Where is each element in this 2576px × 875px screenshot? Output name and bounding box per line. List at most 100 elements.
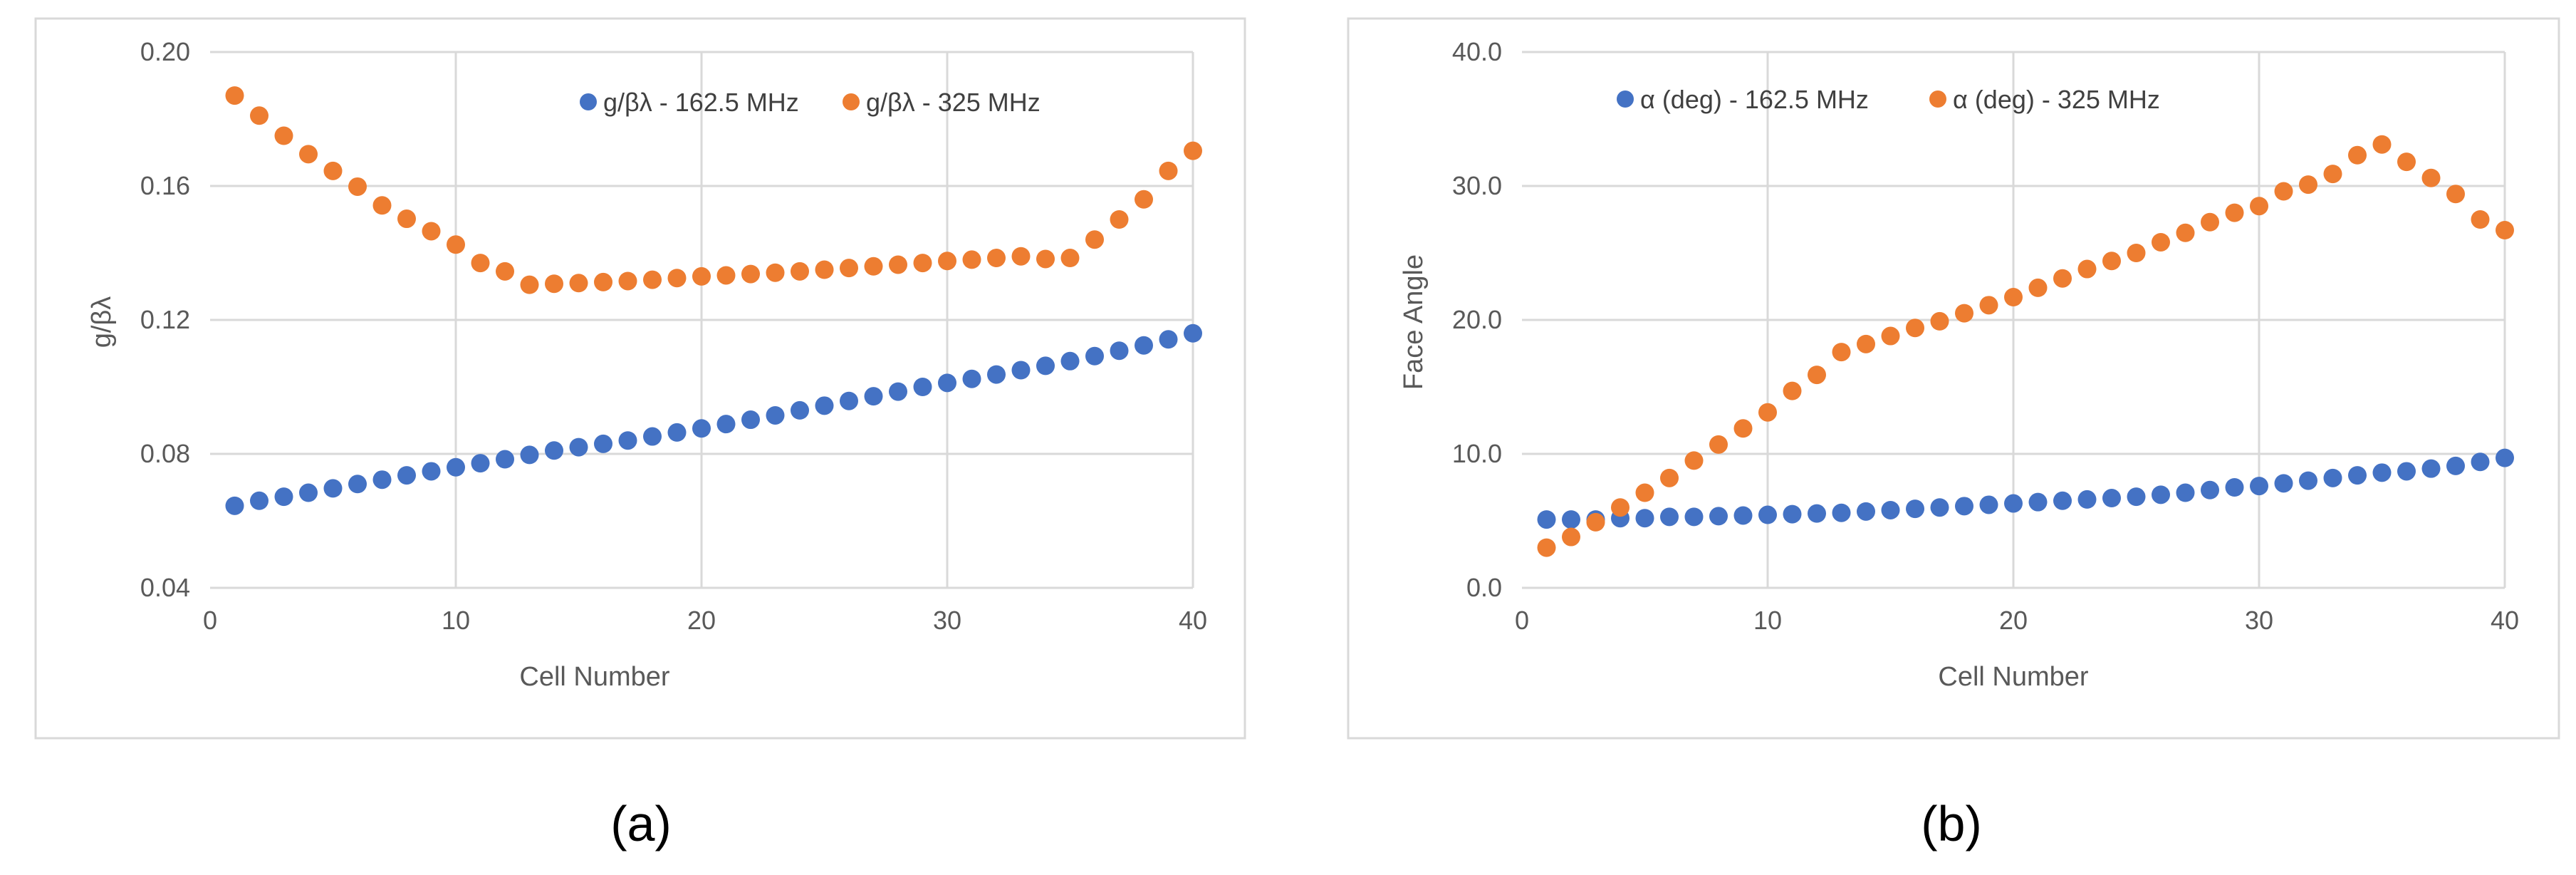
chart-a-point — [815, 396, 834, 415]
chart-a-y-tick-labels: 0.04 0.08 0.12 0.16 0.20 — [140, 37, 190, 602]
chart-b-x-tick-label: 0 — [1515, 606, 1529, 635]
chart-b-point — [1808, 504, 1826, 523]
chart-b-point — [2176, 483, 2195, 502]
chart-a-point — [520, 275, 539, 294]
chart-a-point — [1135, 190, 1153, 209]
chart-a-point — [323, 161, 343, 180]
chart-b-point — [2299, 175, 2317, 195]
chart-b-point — [2372, 135, 2392, 154]
chart-a-point — [471, 254, 490, 273]
chart-a-point — [692, 419, 711, 438]
chart-b-x-tick-label: 40 — [2491, 606, 2519, 635]
chart-b-point — [2053, 491, 2072, 510]
chart-a-point — [520, 445, 539, 465]
chart-b-point — [1537, 538, 1556, 557]
panel-a-caption: (a) — [610, 796, 672, 851]
chart-a-point — [962, 250, 981, 269]
chart-b-point — [2250, 477, 2268, 496]
chart-b-point — [1881, 326, 1900, 346]
chart-a-legend-marker-325 — [843, 93, 860, 110]
chart-b-point — [1684, 507, 1704, 527]
chart-a-point — [569, 274, 588, 293]
chart-b-point — [2421, 168, 2441, 187]
chart-panel-b: 0.0 10.0 20.0 30.0 40.0 0 10 20 30 40 Cell Numbe… — [1347, 17, 2560, 740]
chart-b-point — [2176, 223, 2195, 242]
chart-a-point — [618, 271, 637, 291]
chart-b-point — [1758, 505, 1777, 524]
chart-a-x-tick-label: 30 — [933, 606, 961, 635]
chart-b-y-tick-label: 10.0 — [1452, 439, 1502, 468]
chart-a-point — [667, 269, 687, 288]
chart-b-point — [1930, 311, 1949, 331]
chart-b-point — [2077, 259, 2097, 279]
chart-b-point — [2446, 185, 2465, 204]
chart-a-x-tick-labels: 0 10 20 30 40 — [203, 606, 1207, 635]
chart-b-gridlines — [1522, 51, 2506, 589]
chart-b-point — [1881, 500, 1900, 519]
chart-a-point — [791, 400, 809, 420]
chart-b-point — [1562, 510, 1580, 529]
chart-b-point — [2053, 269, 2072, 288]
chart-b-point — [2348, 145, 2367, 165]
chart-b-point — [2397, 462, 2416, 481]
chart-a-point — [1085, 230, 1104, 249]
chart-b-point — [1562, 527, 1580, 547]
chart-a-x-axis-title: Cell Number — [519, 662, 670, 692]
panel-b-caption: (b) — [1921, 796, 1982, 851]
chart-a-point — [962, 369, 981, 388]
chart-b-point — [1660, 507, 1679, 527]
chart-b-point — [1660, 468, 1679, 487]
chart-a-point — [913, 378, 932, 396]
chart-a-point — [225, 86, 244, 105]
chart-b-point — [2496, 448, 2514, 467]
chart-a-point — [987, 249, 1006, 268]
chart-b-point — [2028, 492, 2048, 512]
chart-a-series-325 — [225, 86, 1202, 294]
chart-a-point — [447, 457, 465, 477]
chart-b-legend-label-162: α (deg) - 162.5 MHz — [1640, 85, 1869, 114]
chart-b-x-tick-label: 20 — [1999, 606, 2028, 635]
chart-a-y-tick-label: 0.04 — [140, 573, 190, 602]
chart-b-point — [1586, 512, 1605, 532]
chart-a-legend: g/βλ - 162.5 MHz g/βλ - 325 MHz — [580, 88, 1041, 117]
chart-b-point — [2102, 489, 2121, 508]
chart-a-point — [889, 255, 907, 274]
chart-b-legend-marker-162 — [1617, 90, 1634, 108]
chart-a-x-tick-label: 10 — [442, 606, 470, 635]
chart-a-point — [1110, 341, 1129, 361]
chart-a-point — [250, 106, 268, 125]
chart-b-point — [1832, 503, 1851, 522]
chart-a-point — [741, 410, 760, 430]
chart-a-point — [840, 259, 858, 278]
chart-b-point — [2274, 474, 2293, 493]
chart-b-point — [1955, 304, 1973, 323]
chart-b-x-axis-title: Cell Number — [1938, 662, 2089, 692]
chart-a-point — [1184, 323, 1202, 343]
chart-b-point — [1979, 495, 1998, 514]
chart-a-point — [987, 365, 1006, 384]
chart-a-point — [422, 462, 441, 481]
chart-b-point — [1733, 419, 1753, 438]
chart-b-point — [2004, 288, 2023, 307]
chart-b-point — [1955, 497, 1973, 516]
chart-a-point — [594, 272, 612, 291]
chart-a-y-tick-label: 0.16 — [140, 171, 190, 200]
chart-a-point — [274, 487, 293, 507]
chart-b-y-tick-label: 20.0 — [1452, 305, 1502, 334]
chart-b-point — [2397, 152, 2416, 172]
chart-b-point — [1709, 435, 1728, 454]
chart-b-point — [2201, 480, 2219, 499]
chart-b-point — [2201, 212, 2219, 232]
chart-a-point — [348, 475, 367, 494]
chart-a-point — [1060, 351, 1080, 371]
chart-b-legend-marker-325 — [1929, 90, 1946, 108]
chart-b-x-tick-labels: 0 10 20 30 40 — [1515, 606, 2519, 635]
chart-b-point — [1635, 509, 1654, 528]
chart-a-legend-label-162: g/βλ - 162.5 MHz — [603, 88, 799, 117]
chart-a-point — [372, 196, 392, 215]
chart-a-point — [864, 257, 883, 276]
chart-a-point — [766, 405, 785, 425]
chart-a-point — [766, 263, 785, 282]
chart-b-y-tick-label: 0.0 — [1466, 573, 1502, 602]
